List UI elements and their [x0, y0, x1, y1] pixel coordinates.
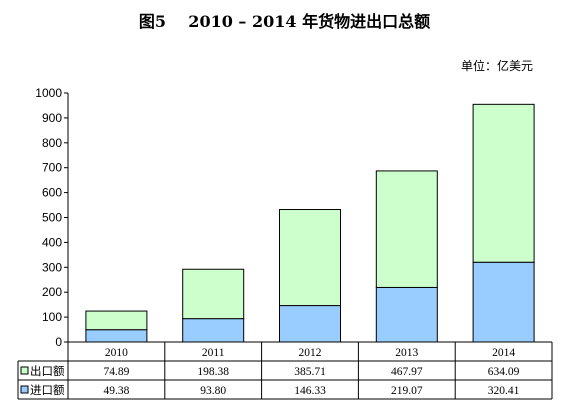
y-tick-label: 200	[42, 285, 62, 299]
bar-export-2013	[375, 170, 438, 288]
x-category-label: 2011	[202, 347, 225, 359]
x-category-label: 2014	[492, 347, 515, 359]
bar-import-2014	[472, 261, 535, 343]
y-tick-label: 400	[42, 235, 62, 249]
unit-label: 单位：亿美元	[460, 59, 533, 73]
data-label: 198.38	[197, 366, 229, 378]
y-tick-label: 900	[42, 111, 62, 125]
data-label: 146.33	[294, 385, 326, 397]
y-tick-label: 500	[42, 211, 62, 225]
data-label: 74.89	[103, 366, 129, 378]
bar-import-2013	[375, 286, 438, 343]
data-label: 634.09	[488, 366, 520, 378]
y-tick-label: 600	[42, 186, 62, 200]
y-tick-label: 800	[42, 136, 62, 150]
bar-import-2010	[85, 329, 148, 343]
y-tick-label: 100	[42, 310, 62, 324]
data-label: 219.07	[391, 385, 423, 397]
y-tick-label: 700	[42, 161, 62, 175]
chart-title: 图5 2010 – 2014 年货物进出口总额	[138, 12, 431, 31]
y-tick-label: 300	[42, 260, 62, 274]
bar-export-2014	[472, 103, 535, 263]
legend-swatch-export	[20, 366, 29, 375]
x-category-label: 2013	[395, 347, 418, 359]
bar-export-2010	[85, 310, 148, 331]
x-category-label: 2010	[105, 347, 128, 359]
legend-swatch-import	[20, 385, 29, 394]
y-tick-label: 0	[55, 335, 62, 349]
bar-export-2012	[279, 209, 341, 307]
data-label: 49.38	[103, 385, 129, 397]
bar-export-2011	[182, 268, 245, 320]
data-label: 467.97	[391, 366, 423, 378]
bar-import-2011	[182, 318, 245, 343]
data-label: 385.71	[294, 366, 326, 378]
data-label: 93.80	[200, 385, 226, 397]
data-label: 320.41	[488, 385, 520, 397]
x-category-label: 2012	[299, 347, 322, 359]
y-tick-label: 1000	[35, 86, 62, 100]
series-name-label: 出口额	[30, 364, 65, 378]
bar-import-2012	[279, 305, 341, 343]
series-name-label: 进口额	[30, 383, 65, 397]
